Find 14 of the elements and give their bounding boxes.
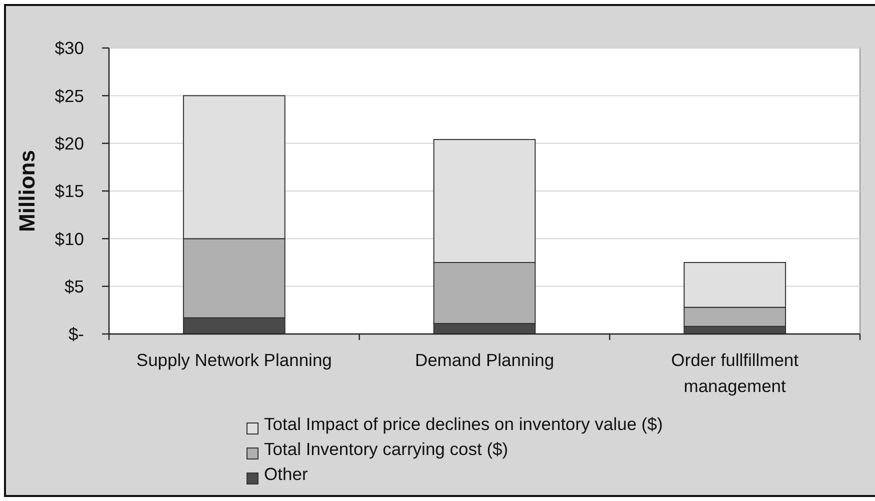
y-tick-label: $25 [54, 86, 84, 106]
y-tick-label: $5 [64, 276, 84, 296]
y-tick-label: $15 [54, 181, 84, 202]
x-tick-label: Order fullfillment management [671, 350, 799, 396]
legend-label: Total Inventory carrying cost ($) [264, 438, 508, 459]
y-axis-title: Millions [14, 150, 40, 232]
x-tick-label: Demand Planning [414, 350, 554, 370]
y-tick-label: $- [68, 324, 84, 344]
legend-label: Other [264, 464, 308, 484]
y-tick-label: $20 [54, 133, 84, 154]
legend-label: Total Impact of price declines on inventory value ($) [264, 414, 663, 434]
y-tick-label: $30 [54, 38, 84, 58]
x-tick-label: Supply Network Planning [136, 350, 332, 370]
y-tick-label: $10 [54, 228, 84, 249]
